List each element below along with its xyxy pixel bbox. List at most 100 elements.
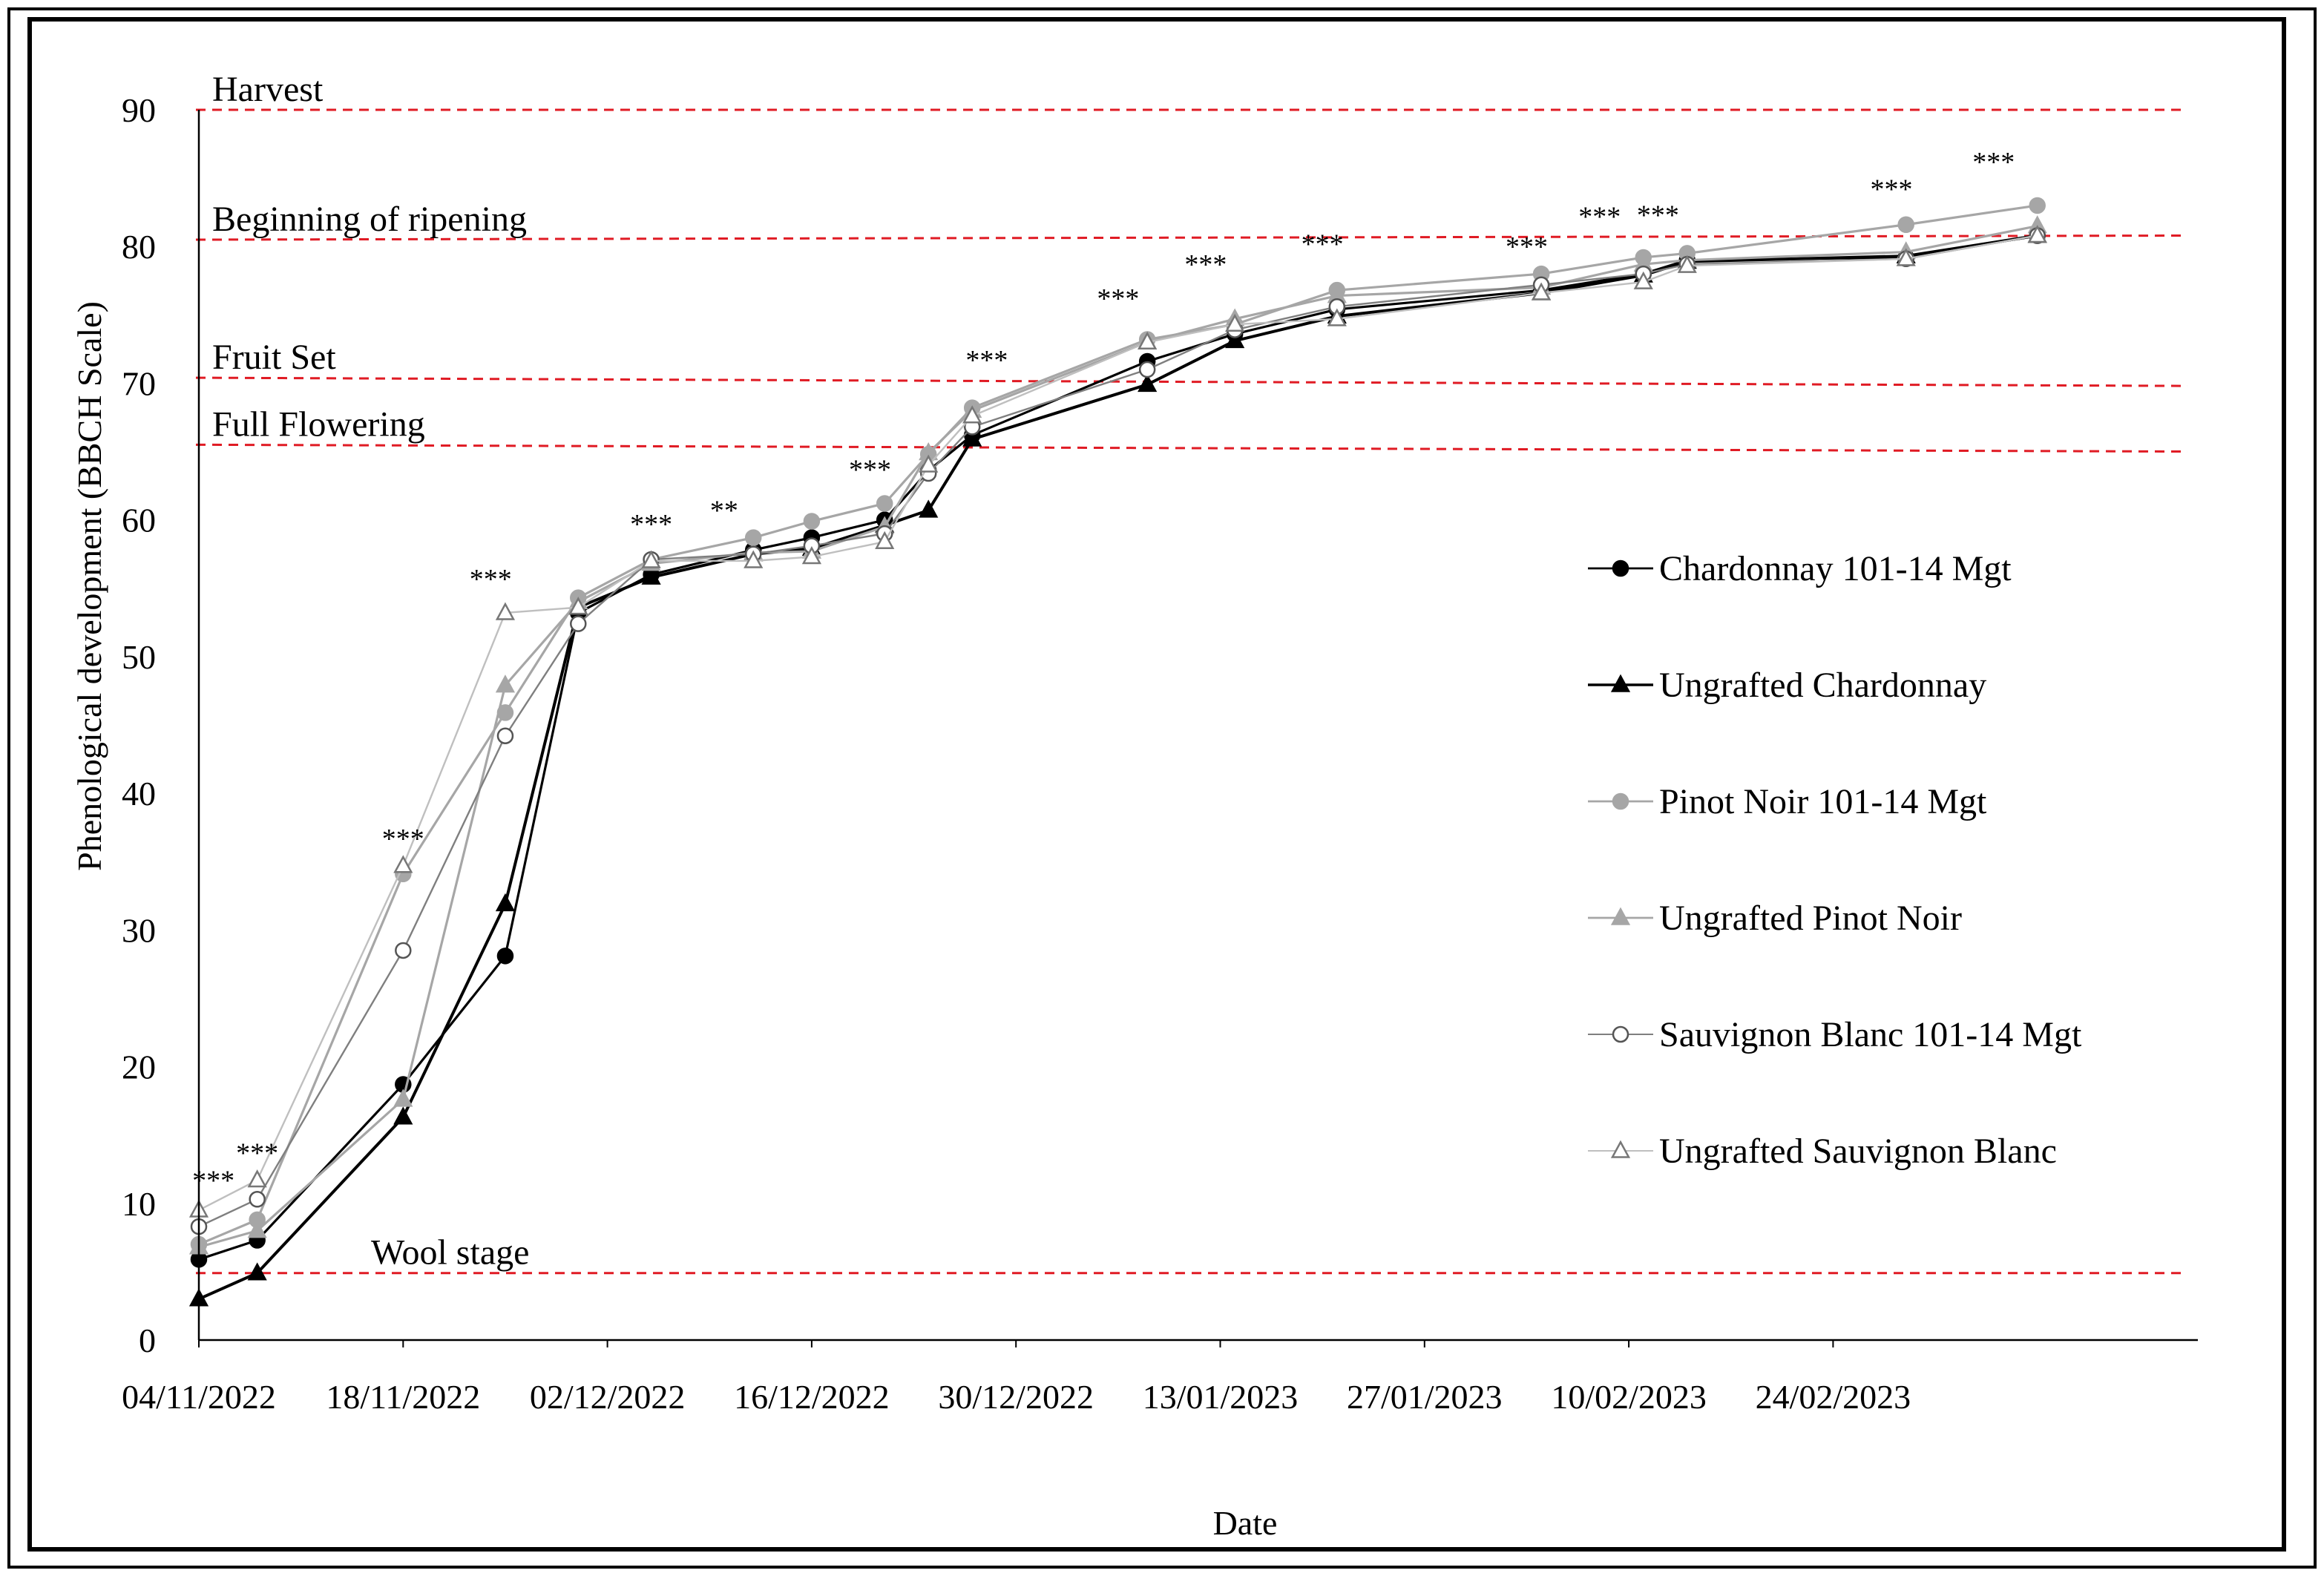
- legend-label: Chardonnay 101-14 Mgt: [1659, 549, 2012, 588]
- data-point: [1612, 559, 1629, 577]
- legend-label: Ungrafted Chardonnay: [1659, 666, 1986, 705]
- annotations: *************** ***************** ****** **…: [192, 147, 2015, 1196]
- significance-annotation: ***: [382, 824, 424, 855]
- reference-line: [195, 234, 2188, 241]
- significance-annotation: ***: [965, 345, 1008, 376]
- data-point: [876, 495, 893, 512]
- data-point: [1896, 248, 1916, 266]
- data-point: [496, 727, 514, 744]
- series-line: [198, 204, 2038, 1246]
- data-point: [1138, 373, 1158, 393]
- reference-line: [195, 376, 2188, 387]
- data-point: [1612, 1025, 1629, 1043]
- data-point: [247, 1262, 267, 1281]
- data-point: [395, 942, 412, 959]
- data-point: [393, 1089, 413, 1107]
- data-point: [570, 615, 587, 632]
- series-sauvignon-blanc-101-14-mgt: [190, 227, 2046, 1235]
- data-point: [1532, 282, 1552, 301]
- data-point: [568, 597, 588, 615]
- reference-lines: Harvest Beginning of ripening Fruit Set Ful…: [195, 70, 2188, 1275]
- reference-line-label: Beginning of ripening: [212, 200, 527, 239]
- significance-annotation: ***: [1506, 232, 1548, 263]
- series-line: [198, 234, 2038, 1261]
- y-tick-label: 70: [122, 364, 156, 402]
- reference-line-label: Full Flowering: [212, 404, 425, 444]
- significance-annotation: **: [710, 496, 738, 527]
- data-point: [962, 405, 982, 424]
- x-tick-label: 04/11/2022: [122, 1378, 276, 1416]
- reference-line: [195, 443, 2188, 453]
- x-tick-label: 18/11/2022: [326, 1378, 480, 1416]
- y-tick-label: 80: [122, 228, 156, 266]
- data-point: [247, 1169, 267, 1188]
- x-axis-title: Date: [1213, 1504, 1278, 1542]
- reference-line-label: Harvest: [212, 70, 324, 109]
- significance-annotation: ***: [849, 454, 891, 485]
- legend-label: Sauvignon Blanc 101-14 Mgt: [1659, 1015, 2082, 1054]
- data-point: [495, 602, 516, 620]
- data-point: [641, 566, 661, 585]
- significance-annotation: ***: [1097, 283, 1139, 315]
- y-axis: 0 10 20 30 40 50 60 70 80 90: [122, 91, 200, 1359]
- series-ungrafted-sauvignon-blanc: [188, 225, 2047, 1218]
- data-point: [744, 550, 764, 568]
- data-point: [1677, 255, 1697, 273]
- data-point: [1610, 674, 1631, 692]
- x-tick-label: 24/02/2023: [1756, 1378, 1911, 1416]
- x-tick-label: 16/12/2022: [734, 1378, 890, 1416]
- data-point: [496, 948, 514, 965]
- data-point: [247, 1220, 267, 1238]
- data-point: [2027, 225, 2047, 243]
- data-point: [1225, 313, 1245, 332]
- data-point: [249, 1191, 266, 1208]
- significance-annotation: ***: [1637, 200, 1679, 232]
- inner-border: [27, 17, 2286, 1552]
- significance-annotation: ***: [1871, 174, 1913, 206]
- data-point: [1610, 1140, 1631, 1158]
- significance-annotation: ***: [1578, 202, 1621, 233]
- reference-line-label: Fruit Set: [212, 338, 336, 377]
- x-tick-label: 13/01/2023: [1143, 1378, 1299, 1416]
- x-tick-label: 27/01/2023: [1347, 1378, 1503, 1416]
- legend: Chardonnay 101-14 Mgt Ungrafted Chardonna…: [1588, 549, 2082, 1171]
- data-point: [1327, 308, 1347, 326]
- legend-label: Ungrafted Sauvignon Blanc: [1659, 1132, 2057, 1171]
- significance-annotation: ***: [236, 1138, 278, 1169]
- x-tick-label: 02/12/2022: [530, 1378, 686, 1416]
- y-tick-label: 60: [122, 502, 156, 539]
- legend-label: Ungrafted Pinot Noir: [1659, 899, 1962, 938]
- data-point: [1138, 361, 1156, 378]
- data-point: [1897, 216, 1914, 233]
- data-point: [1138, 331, 1158, 349]
- data-point: [919, 454, 939, 473]
- significance-annotation: ***: [1972, 147, 2015, 178]
- data-point: [919, 499, 939, 518]
- y-tick-label: 30: [122, 911, 156, 949]
- x-axis: 04/11/2022 18/11/2022 02/12/2022 16/12/2022…: [122, 1339, 2198, 1416]
- y-tick-label: 90: [122, 91, 156, 129]
- reference-line-label: Wool stage: [371, 1233, 529, 1273]
- data-point: [393, 855, 413, 873]
- data-point: [801, 545, 821, 565]
- series-line: [198, 234, 2038, 1228]
- data-point: [1610, 907, 1631, 925]
- y-axis-title: Phenological development (BBCH Scale): [70, 301, 108, 871]
- data-point: [962, 428, 982, 447]
- data-point: [1225, 329, 1245, 349]
- significance-annotation: ***: [192, 1165, 234, 1196]
- y-tick-label: 0: [139, 1321, 156, 1359]
- data-point: [495, 674, 516, 693]
- x-tick-label: 10/02/2023: [1551, 1378, 1707, 1416]
- series-pinot-noir-101-14-mgt: [190, 197, 2046, 1253]
- significance-annotation: ***: [630, 509, 672, 540]
- significance-annotation: ***: [470, 564, 512, 595]
- data-point: [393, 1106, 413, 1125]
- data-point: [1633, 271, 1653, 289]
- data-point: [495, 893, 516, 912]
- y-tick-label: 20: [122, 1048, 156, 1086]
- significance-annotation: ***: [1301, 229, 1344, 260]
- data-point: [875, 531, 895, 549]
- data-point: [2029, 197, 2046, 214]
